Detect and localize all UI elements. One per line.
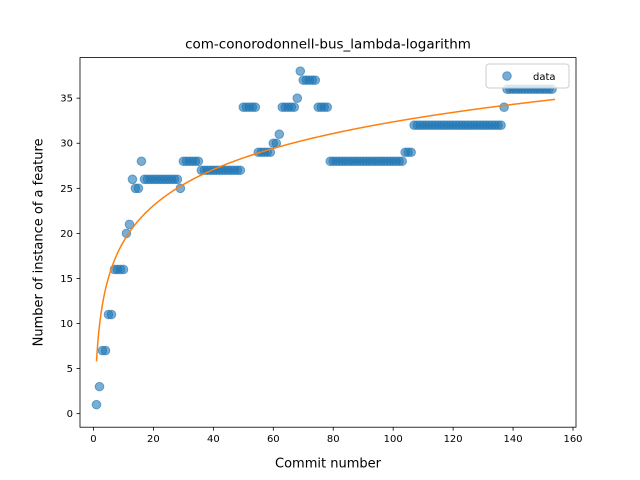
data-point: [235, 165, 246, 176]
x-tick-label: 40: [207, 434, 220, 445]
x-tick-label: 80: [327, 434, 340, 445]
legend: data: [485, 63, 570, 89]
x-axis-title: Commit number: [275, 457, 382, 472]
x-tick-label: 140: [504, 434, 523, 445]
y-axis: 0 5 10 15 20 25 30 35: [60, 94, 80, 420]
data-point: [397, 156, 407, 167]
x-tick-label: 20: [147, 434, 160, 445]
legend-box: [485, 63, 570, 89]
x-tick-label: 0: [90, 434, 96, 445]
y-tick-label: 35: [60, 94, 73, 105]
y-tick-label: 25: [60, 184, 73, 195]
data-point: [193, 156, 204, 167]
axes-frame: [79, 57, 577, 428]
x-tick-label: 60: [267, 434, 280, 445]
data-point: [91, 399, 102, 410]
data-point: [100, 345, 111, 356]
legend-marker-data: [502, 71, 512, 81]
data-point: [94, 381, 105, 392]
x-tick-label: 100: [384, 434, 403, 445]
data-point: [406, 147, 416, 158]
data-point: [106, 309, 117, 320]
data-point: [310, 75, 321, 85]
y-tick-label: 5: [67, 364, 73, 375]
x-axis: 0 20 40 60 80 100 120 140 160: [90, 427, 583, 445]
y-tick-label: 20: [60, 229, 73, 240]
data-point: [124, 219, 135, 230]
x-tick-label: 120: [444, 434, 463, 445]
data-point: [172, 174, 183, 185]
data-point: [250, 102, 261, 112]
data-point: [295, 66, 306, 76]
data-point: [496, 120, 506, 131]
y-tick-label: 0: [67, 409, 73, 420]
data-point: [136, 156, 147, 167]
plot-area: [91, 66, 557, 410]
data-point: [499, 102, 509, 112]
data-point: [118, 264, 129, 275]
data-point: [322, 102, 333, 112]
data-point: [274, 129, 285, 140]
y-tick-label: 30: [60, 139, 73, 150]
data-point: [289, 102, 300, 112]
data-point: [127, 174, 138, 185]
y-tick-label: 15: [60, 274, 73, 285]
y-axis-title: Number of instance of a feature: [32, 138, 47, 346]
data-point: [133, 183, 144, 194]
legend-label-data: data: [533, 72, 556, 83]
y-tick-label: 10: [60, 319, 73, 330]
x-tick-label: 160: [563, 434, 582, 445]
fit-line: [95, 98, 556, 362]
data-point: [292, 93, 303, 103]
chart-title: com-conorodonnell-bus_lambda-logarithm: [185, 37, 471, 53]
